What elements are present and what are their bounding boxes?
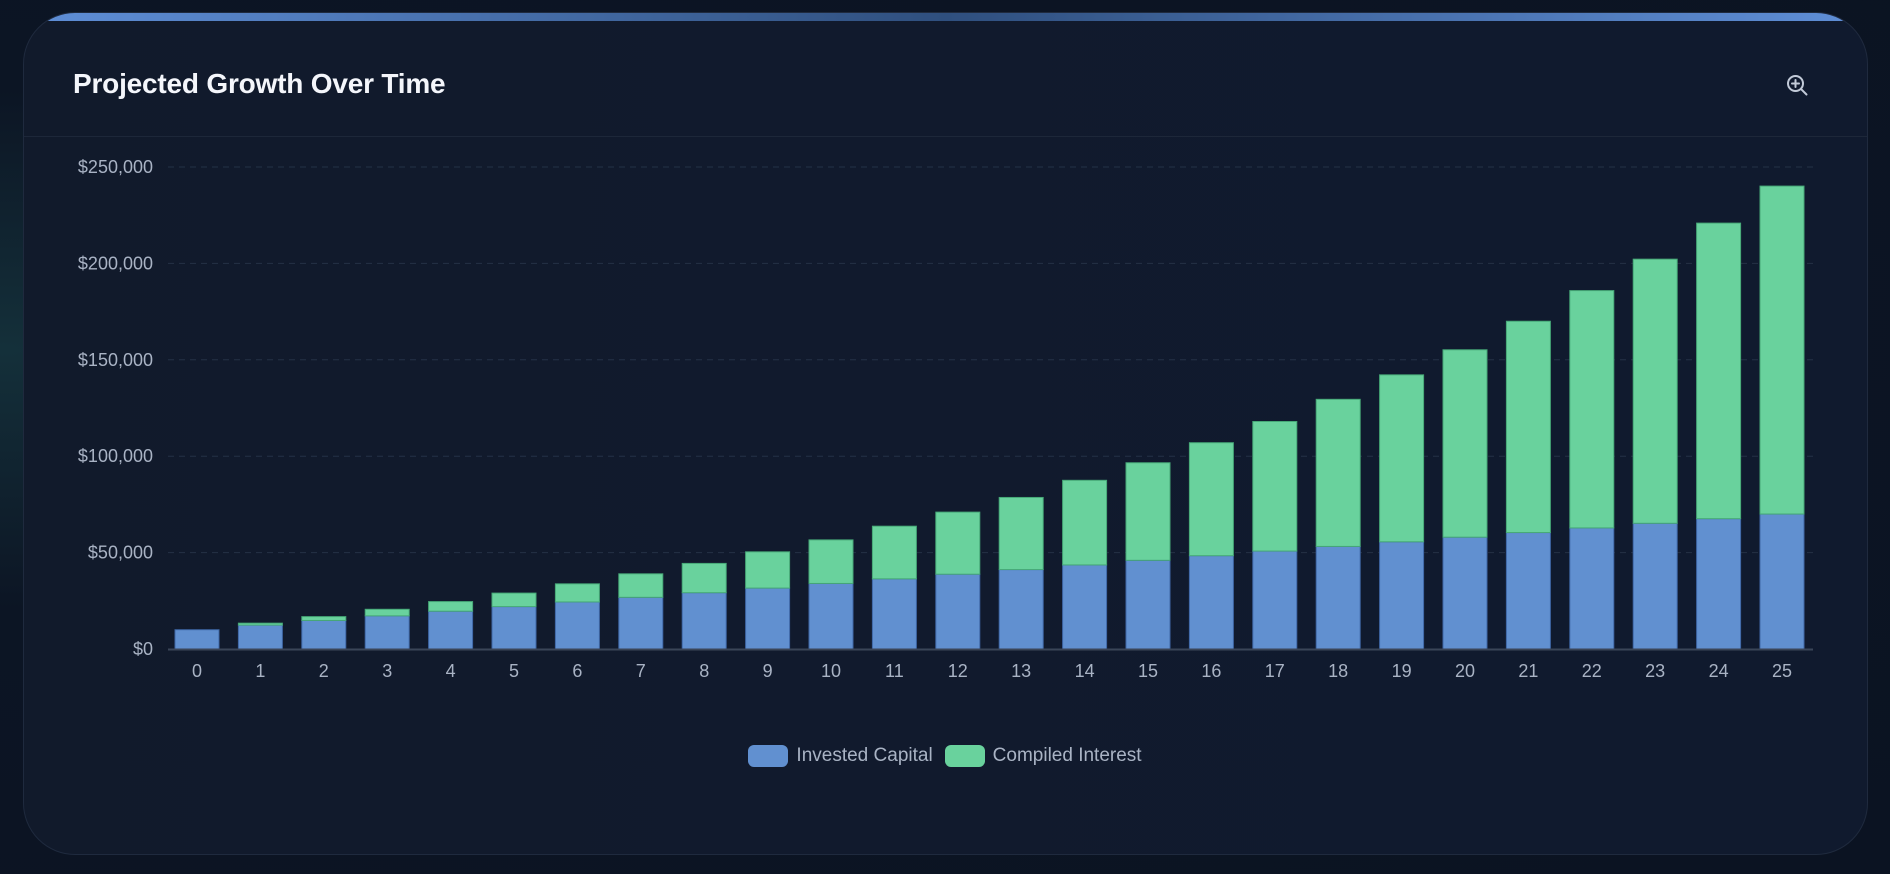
bar-compiled-interest <box>935 511 981 575</box>
y-tick-label: $250,000 <box>78 157 153 177</box>
x-tick-label: 6 <box>572 661 582 681</box>
y-tick-label: $200,000 <box>78 253 153 273</box>
card-header: Projected Growth Over Time <box>24 21 1867 137</box>
bar-invested-capital <box>1505 532 1551 650</box>
bar-invested-capital <box>174 629 220 650</box>
bar-invested-capital <box>1315 545 1361 650</box>
bar-compiled-interest <box>554 583 600 603</box>
x-tick-label: 23 <box>1645 661 1665 681</box>
bar-compiled-interest <box>1062 479 1108 566</box>
bar-invested-capital <box>301 619 347 650</box>
bar-invested-capital <box>935 573 981 650</box>
x-tick-label: 18 <box>1328 661 1348 681</box>
x-tick-label: 0 <box>192 661 202 681</box>
bar-invested-capital <box>681 592 727 650</box>
bar-invested-capital <box>1442 536 1488 650</box>
bar-compiled-interest <box>428 601 474 612</box>
legend-item-invested-capital[interactable]: Invested Capital <box>748 745 933 767</box>
bar-invested-capital <box>1632 522 1678 650</box>
bar-compiled-interest <box>745 551 791 589</box>
bar-invested-capital <box>1379 541 1425 650</box>
x-tick-label: 19 <box>1392 661 1412 681</box>
x-tick-label: 5 <box>509 661 519 681</box>
bar-compiled-interest <box>681 562 727 594</box>
bar-compiled-interest <box>871 525 917 580</box>
y-tick-label: $150,000 <box>78 350 153 370</box>
x-tick-label: 12 <box>948 661 968 681</box>
bar-invested-capital <box>554 601 600 650</box>
x-tick-label: 3 <box>382 661 392 681</box>
bar-compiled-interest <box>618 573 664 598</box>
bar-compiled-interest <box>1252 420 1298 552</box>
bar-invested-capital <box>618 596 664 650</box>
legend-item-compiled-interest[interactable]: Compiled Interest <box>944 745 1142 767</box>
bar-compiled-interest <box>1379 374 1425 543</box>
x-tick-label: 13 <box>1011 661 1031 681</box>
bar-compiled-interest <box>1759 185 1805 515</box>
x-tick-label: 11 <box>885 661 904 681</box>
bar-invested-capital <box>1759 513 1805 650</box>
x-tick-label: 2 <box>319 661 329 681</box>
bar-invested-capital <box>1125 559 1171 650</box>
x-tick-label: 17 <box>1265 661 1285 681</box>
legend-swatch-compiled-interest <box>944 745 985 767</box>
x-tick-label: 21 <box>1518 661 1538 681</box>
bar-compiled-interest <box>1696 222 1742 520</box>
y-tick-label: $100,000 <box>78 446 153 466</box>
y-tick-label: $0 <box>133 639 153 659</box>
bar-invested-capital <box>491 606 537 650</box>
bar-compiled-interest <box>1315 398 1361 547</box>
bar-compiled-interest <box>491 592 537 608</box>
chart-card: Projected Growth Over Time <box>23 12 1868 855</box>
bar-compiled-interest <box>237 622 283 626</box>
bar-compiled-interest <box>301 616 347 621</box>
legend-label-compiled-interest: Compiled Interest <box>992 745 1142 766</box>
bar-compiled-interest <box>1442 349 1488 538</box>
legend-swatch-invested-capital <box>748 745 789 767</box>
legend-label-invested-capital: Invested Capital <box>796 745 933 766</box>
bar-invested-capital <box>1569 527 1615 650</box>
x-tick-label: 22 <box>1582 661 1602 681</box>
x-tick-label: 8 <box>699 661 709 681</box>
bar-invested-capital <box>237 624 283 650</box>
bar-compiled-interest <box>1505 320 1551 534</box>
bar-invested-capital <box>1696 518 1742 650</box>
x-tick-label: 16 <box>1201 661 1221 681</box>
bar-compiled-interest <box>1569 290 1615 529</box>
bar-invested-capital <box>1062 564 1108 650</box>
bar-invested-capital <box>364 615 410 650</box>
x-tick-label: 20 <box>1455 661 1475 681</box>
bar-compiled-interest <box>1188 442 1234 557</box>
x-tick-label: 7 <box>636 661 646 681</box>
bar-compiled-interest <box>364 608 410 617</box>
x-tick-label: 15 <box>1138 661 1158 681</box>
bar-invested-capital <box>808 582 854 650</box>
bar-invested-capital <box>428 610 474 650</box>
bar-invested-capital <box>1252 550 1298 650</box>
bar-invested-capital <box>745 587 791 650</box>
x-tick-label: 1 <box>255 661 265 681</box>
x-tick-label: 25 <box>1772 661 1792 681</box>
bar-compiled-interest <box>1632 258 1678 524</box>
card-accent-bar <box>24 13 1867 21</box>
x-tick-label: 9 <box>763 661 773 681</box>
chart-title: Projected Growth Over Time <box>73 68 446 99</box>
x-tick-label: 4 <box>446 661 456 681</box>
bar-compiled-interest <box>1125 462 1171 561</box>
y-tick-label: $50,000 <box>88 543 153 563</box>
bar-invested-capital <box>1188 555 1234 650</box>
chart-legend: Invested Capital Compiled Interest <box>0 745 1890 767</box>
bar-compiled-interest <box>808 539 854 584</box>
x-tick-label: 10 <box>821 661 841 681</box>
bar-invested-capital <box>871 578 917 650</box>
bar-compiled-interest <box>998 496 1044 571</box>
zoom-in-icon[interactable] <box>1782 70 1812 100</box>
bar-invested-capital <box>998 569 1044 650</box>
x-tick-label: 14 <box>1075 661 1095 681</box>
x-tick-label: 24 <box>1709 661 1729 681</box>
